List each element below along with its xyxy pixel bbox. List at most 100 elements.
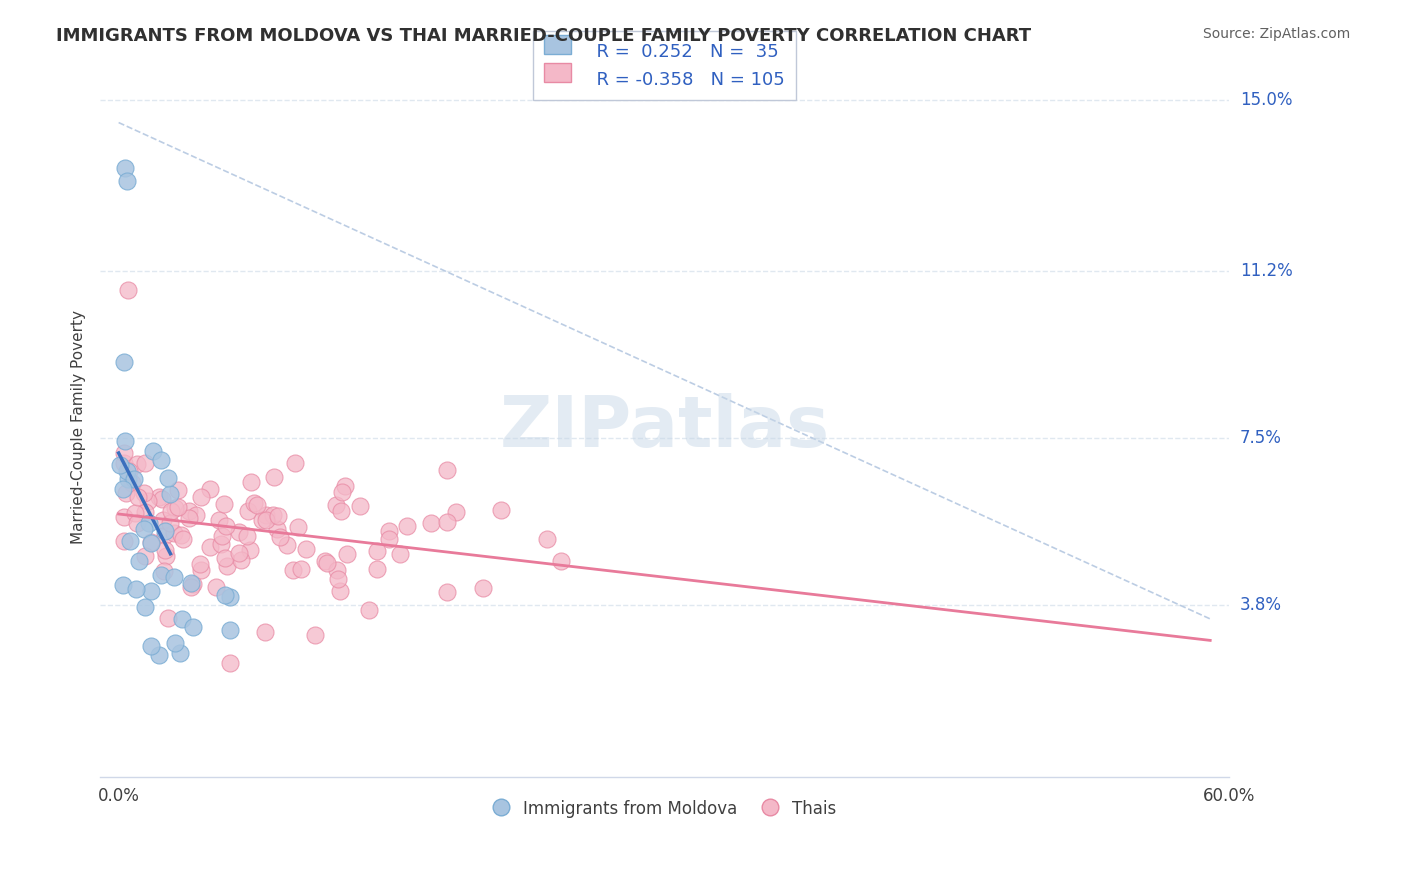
Point bbox=[295, 541, 318, 556]
Point bbox=[114, 161, 136, 175]
Point bbox=[396, 519, 419, 533]
Text: Source: ZipAtlas.com: Source: ZipAtlas.com bbox=[1202, 27, 1350, 41]
Point bbox=[169, 647, 191, 661]
Point bbox=[165, 500, 187, 515]
Point bbox=[208, 513, 231, 527]
Point bbox=[152, 513, 174, 527]
Point bbox=[378, 532, 401, 546]
Point bbox=[134, 456, 156, 470]
Point bbox=[163, 526, 186, 541]
Point bbox=[166, 483, 188, 498]
Point bbox=[125, 516, 148, 530]
Point bbox=[112, 510, 135, 524]
Point bbox=[115, 486, 138, 500]
Point bbox=[378, 524, 401, 538]
Point bbox=[117, 472, 139, 486]
Point bbox=[110, 458, 132, 472]
Point bbox=[269, 530, 291, 544]
Point bbox=[172, 532, 194, 546]
Point bbox=[128, 554, 150, 568]
Point bbox=[436, 463, 458, 477]
Point bbox=[218, 623, 240, 637]
Point bbox=[228, 524, 250, 539]
Point bbox=[150, 491, 173, 506]
Point bbox=[366, 562, 388, 576]
Point bbox=[328, 572, 350, 586]
Point bbox=[153, 543, 176, 558]
Point bbox=[239, 543, 262, 558]
Point bbox=[250, 513, 273, 527]
Point bbox=[349, 500, 371, 514]
Point bbox=[329, 583, 352, 598]
Point bbox=[281, 563, 304, 577]
Point bbox=[136, 494, 159, 508]
Y-axis label: Married-Couple Family Poverty: Married-Couple Family Poverty bbox=[72, 310, 86, 544]
Point bbox=[149, 568, 172, 582]
Point bbox=[287, 519, 309, 533]
Point bbox=[262, 508, 284, 523]
Point bbox=[167, 500, 190, 515]
Point bbox=[290, 562, 312, 576]
Point bbox=[314, 554, 336, 568]
Point bbox=[124, 506, 146, 520]
Point bbox=[284, 456, 307, 470]
Point bbox=[266, 522, 288, 536]
Point bbox=[330, 484, 353, 499]
Point bbox=[471, 581, 494, 595]
Point bbox=[114, 434, 136, 449]
Point bbox=[536, 532, 558, 546]
Point bbox=[209, 536, 232, 550]
Point bbox=[115, 464, 138, 478]
Point bbox=[121, 475, 143, 490]
Point bbox=[125, 457, 148, 471]
Point bbox=[489, 503, 512, 517]
Text: 15.0%: 15.0% bbox=[1240, 91, 1292, 109]
Point bbox=[214, 551, 236, 566]
Point bbox=[366, 544, 388, 558]
Point bbox=[139, 536, 162, 550]
Point bbox=[127, 491, 149, 505]
Point bbox=[333, 479, 356, 493]
Point bbox=[190, 563, 212, 577]
Point bbox=[198, 540, 221, 554]
Point bbox=[186, 508, 208, 522]
Point bbox=[118, 533, 141, 548]
Point bbox=[132, 522, 155, 536]
Point bbox=[242, 495, 264, 509]
Point bbox=[236, 503, 259, 517]
Point bbox=[214, 588, 236, 602]
Point bbox=[229, 553, 252, 567]
Point bbox=[153, 527, 176, 541]
Point bbox=[276, 538, 298, 552]
Point bbox=[165, 636, 187, 650]
Point bbox=[177, 504, 200, 518]
Point bbox=[180, 580, 202, 594]
Point bbox=[204, 580, 226, 594]
Point bbox=[190, 490, 212, 504]
Point bbox=[254, 508, 277, 523]
Point bbox=[138, 516, 160, 530]
Point bbox=[218, 591, 240, 605]
Point bbox=[112, 445, 135, 459]
Text: 3.8%: 3.8% bbox=[1240, 597, 1282, 615]
Point bbox=[214, 497, 236, 511]
Point bbox=[134, 505, 156, 519]
Point bbox=[157, 611, 180, 625]
Point bbox=[163, 570, 186, 584]
Point bbox=[388, 547, 411, 561]
Point bbox=[155, 524, 177, 538]
Point bbox=[112, 456, 135, 470]
Point bbox=[330, 504, 353, 518]
Text: 11.2%: 11.2% bbox=[1240, 262, 1292, 280]
Point bbox=[139, 583, 162, 598]
Point bbox=[336, 547, 359, 561]
Point bbox=[188, 558, 211, 572]
Point bbox=[134, 600, 156, 615]
Point bbox=[160, 504, 183, 518]
Text: IMMIGRANTS FROM MOLDOVA VS THAI MARRIED-COUPLE FAMILY POVERTY CORRELATION CHART: IMMIGRANTS FROM MOLDOVA VS THAI MARRIED-… bbox=[56, 27, 1032, 45]
Point bbox=[153, 564, 176, 578]
Point bbox=[157, 470, 180, 484]
Legend: Immigrants from Moldova, Thais: Immigrants from Moldova, Thais bbox=[486, 793, 842, 824]
Point bbox=[148, 648, 170, 663]
Point bbox=[172, 612, 194, 626]
